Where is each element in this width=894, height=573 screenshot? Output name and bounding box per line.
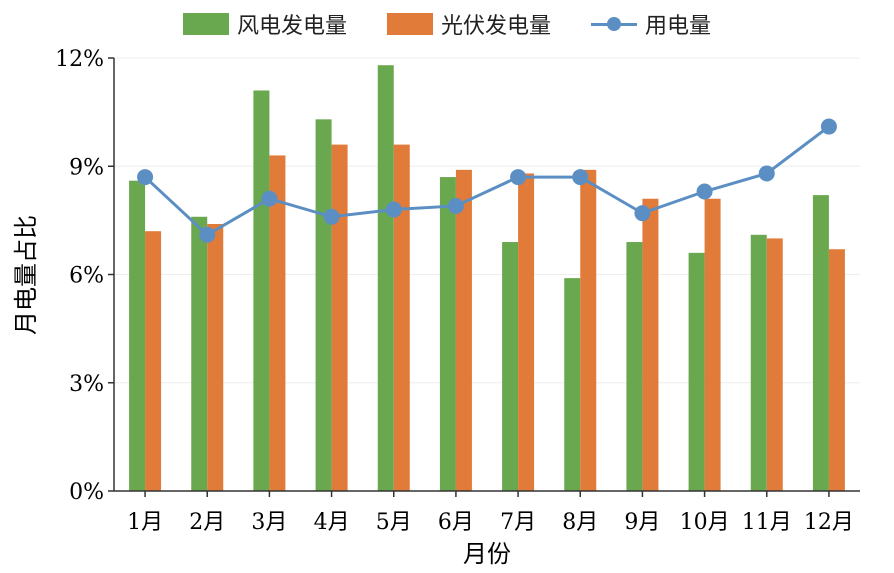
bar-solar — [766, 238, 783, 491]
bar-wind — [502, 242, 519, 491]
x-tick-label: 7月 — [500, 510, 536, 535]
x-axis-title: 月份 — [463, 540, 511, 568]
usage-point — [385, 201, 402, 218]
bar-solar — [331, 144, 348, 491]
y-tick-label: 3% — [69, 372, 104, 397]
usage-point — [447, 197, 464, 214]
bars-layer — [129, 65, 845, 492]
y-tick-label: 12% — [55, 47, 104, 72]
legend-swatch-usage — [591, 13, 637, 35]
bar-wind — [750, 234, 767, 491]
legend-item-wind: 风电发电量 — [182, 8, 347, 40]
bar-wind — [377, 65, 394, 491]
y-tick-label: 0% — [69, 480, 104, 505]
legend-label-solar: 光伏发电量 — [440, 14, 551, 39]
legend-label-usage: 用电量 — [645, 14, 712, 39]
grid-layer — [108, 57, 860, 497]
x-tick-label: 8月 — [562, 510, 598, 535]
x-tick-label: 4月 — [314, 510, 350, 535]
bar-solar — [704, 198, 721, 491]
legend: 风电发电量 光伏发电量 用电量 — [0, 8, 894, 40]
bar-solar — [455, 169, 472, 491]
x-tick-label: 3月 — [251, 510, 287, 535]
x-tick-label: 11月 — [742, 510, 792, 535]
bar-wind — [253, 90, 270, 491]
usage-line — [144, 125, 830, 237]
x-tick-label: 6月 — [438, 510, 474, 535]
legend-swatch-solar — [386, 13, 433, 35]
usage-point — [820, 118, 837, 135]
bar-solar — [269, 155, 286, 492]
y-tick-label: 9% — [69, 155, 104, 180]
bar-solar — [518, 173, 535, 491]
axis-layer — [113, 58, 860, 492]
x-tick-label: 10月 — [680, 510, 730, 535]
x-tick-label: 12月 — [804, 510, 854, 535]
bar-solar — [580, 169, 597, 491]
bar-wind — [564, 278, 581, 491]
x-tick-label: 2月 — [189, 510, 225, 535]
bar-wind — [626, 242, 643, 491]
usage-point — [758, 165, 775, 182]
bar-solar — [828, 249, 845, 491]
usage-point — [696, 183, 713, 200]
usage-point — [199, 226, 216, 243]
x-tick-label: 9月 — [624, 510, 660, 535]
bar-solar — [642, 198, 659, 491]
usage-point — [634, 205, 651, 222]
bar-wind — [191, 216, 208, 491]
usage-point — [261, 190, 278, 207]
x-tick-label: 1月 — [127, 510, 163, 535]
bar-wind — [129, 180, 146, 491]
y-tick-label: 6% — [69, 264, 104, 289]
label-layer: 0% 3% 6% 9% 12% 1月 2月 3月 4月 5月 6月 7月 8月 9月 10月 11月 12月 — [55, 47, 854, 535]
bar-wind — [688, 252, 705, 491]
bar-wind — [439, 177, 456, 491]
y-axis-title: 月电量占比 — [12, 215, 40, 335]
legend-item-usage: 用电量 — [591, 8, 711, 40]
bar-wind — [812, 195, 829, 491]
line-layer — [137, 118, 837, 243]
bar-solar — [207, 223, 224, 491]
legend-swatch-wind — [182, 13, 229, 35]
usage-point — [510, 169, 527, 186]
usage-point — [572, 169, 589, 186]
bar-wind — [315, 119, 332, 491]
usage-point — [323, 208, 340, 225]
bar-solar — [145, 231, 162, 491]
x-tick-label: 5月 — [376, 510, 412, 535]
legend-item-solar: 光伏发电量 — [386, 8, 551, 40]
legend-label-wind: 风电发电量 — [236, 14, 347, 39]
usage-point — [137, 169, 154, 186]
bar-solar — [393, 144, 410, 491]
